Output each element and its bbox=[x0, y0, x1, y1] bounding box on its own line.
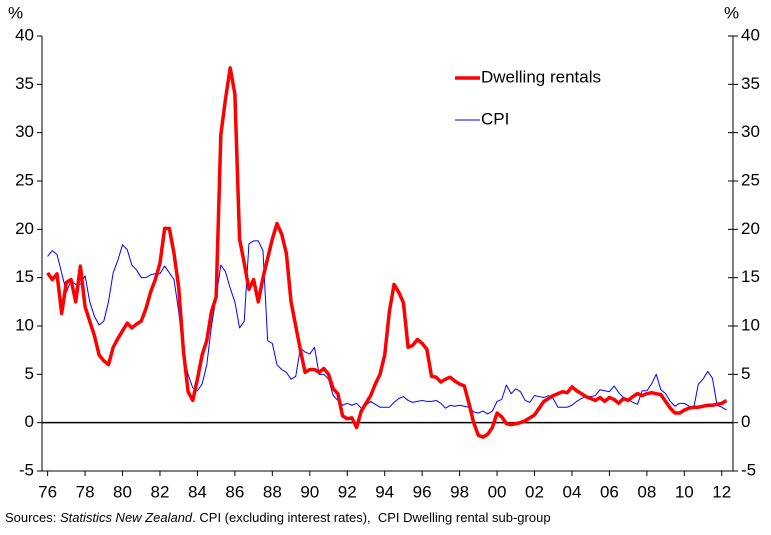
x-tick-label: 08 bbox=[637, 482, 656, 501]
data-line bbox=[47, 240, 727, 415]
y-tick-label: -5 bbox=[19, 460, 34, 479]
y2-tick-label: 30 bbox=[741, 122, 760, 141]
y2-tick-label: 5 bbox=[741, 364, 750, 383]
x-tick-label: 00 bbox=[488, 482, 507, 501]
x-tick-label: 76 bbox=[38, 482, 57, 501]
y2-tick-label: 25 bbox=[741, 170, 760, 189]
y-tick-label: 40 bbox=[15, 25, 34, 44]
y2-tick-label: 35 bbox=[741, 74, 760, 93]
y-axis-label: % bbox=[8, 3, 23, 22]
source-prefix: Sources: bbox=[5, 510, 56, 525]
y-tick-label: 25 bbox=[15, 170, 34, 189]
y-tick-label: 10 bbox=[15, 315, 34, 334]
x-tick-label: 98 bbox=[450, 482, 469, 501]
y-tick-label: 0 bbox=[25, 412, 34, 431]
y2-tick-label: -5 bbox=[741, 460, 756, 479]
x-tick-label: 92 bbox=[338, 482, 357, 501]
x-tick-label: 86 bbox=[225, 482, 244, 501]
y2-tick-label: 20 bbox=[741, 219, 760, 238]
x-tick-label: 94 bbox=[375, 482, 394, 501]
data-line bbox=[46, 66, 728, 439]
y-tick-label: 5 bbox=[25, 364, 34, 383]
x-tick-label: 02 bbox=[525, 482, 544, 501]
x-tick-label: 84 bbox=[188, 482, 207, 501]
x-tick-label: 04 bbox=[562, 482, 581, 501]
source-name: Statistics New Zealand bbox=[60, 510, 193, 525]
y-tick-label: 15 bbox=[15, 267, 34, 286]
x-tick-label: 90 bbox=[300, 482, 319, 501]
y-tick-label: 20 bbox=[15, 219, 34, 238]
x-tick-label: 80 bbox=[113, 482, 132, 501]
source-rest: . CPI (excluding interest rates), CPI Dw… bbox=[192, 510, 550, 525]
x-tick-label: 88 bbox=[263, 482, 282, 501]
y2-tick-label: 10 bbox=[741, 315, 760, 334]
x-tick-label: 12 bbox=[712, 482, 731, 501]
legend-label: CPI bbox=[481, 109, 509, 128]
y2-tick-label: 15 bbox=[741, 267, 760, 286]
x-tick-label: 06 bbox=[600, 482, 619, 501]
source: Sources: Statistics New Zealand. CPI (ex… bbox=[5, 510, 551, 525]
y-tick-label: 35 bbox=[15, 74, 34, 93]
y-tick-label: 30 bbox=[15, 122, 34, 141]
y2-tick-label: 40 bbox=[741, 25, 760, 44]
y2-tick-label: 0 bbox=[741, 412, 750, 431]
legend-label: Dwelling rentals bbox=[481, 67, 601, 86]
x-tick-label: 82 bbox=[151, 482, 170, 501]
x-tick-label: 96 bbox=[413, 482, 432, 501]
x-tick-label: 10 bbox=[675, 482, 694, 501]
x-tick-label: 78 bbox=[76, 482, 95, 501]
y2-axis-label: % bbox=[724, 3, 739, 22]
